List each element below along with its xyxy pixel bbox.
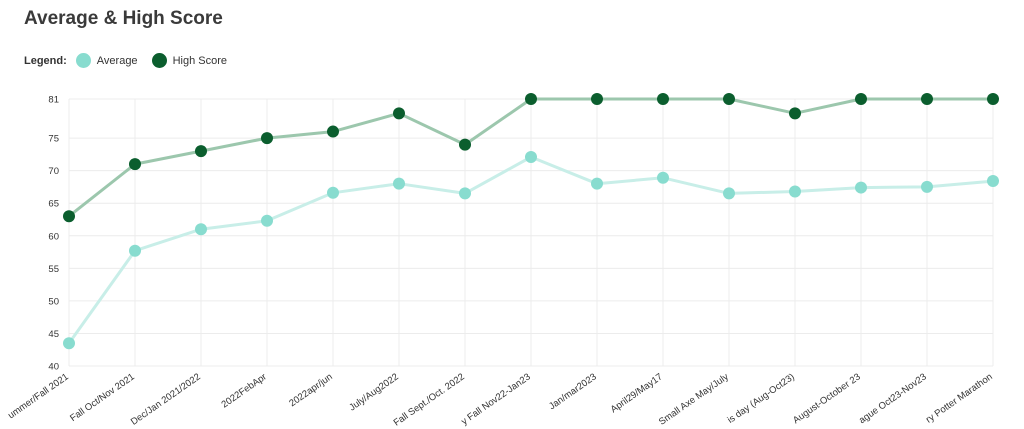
y-tick-label: 81	[48, 95, 59, 106]
x-tick-label: ague Oct23-Nov23	[857, 371, 929, 426]
data-point-high-score[interactable]	[129, 158, 141, 171]
y-tick-label: 70	[48, 166, 59, 177]
data-point-average[interactable]	[591, 177, 603, 190]
data-point-high-score[interactable]	[195, 145, 207, 158]
data-point-high-score[interactable]	[459, 138, 471, 151]
data-point-average[interactable]	[789, 185, 801, 198]
data-point-high-score[interactable]	[327, 125, 339, 138]
x-tick-label: Small Axe May/July	[657, 371, 731, 427]
x-tick-label: 2022FebApr	[220, 371, 269, 410]
data-point-average[interactable]	[987, 175, 999, 188]
y-tick-label: 40	[48, 362, 59, 373]
data-point-average[interactable]	[657, 171, 669, 184]
legend-item-high-score[interactable]: High Score	[151, 53, 227, 68]
data-point-high-score[interactable]	[921, 93, 933, 105]
data-point-high-score[interactable]	[525, 93, 537, 105]
grid	[68, 98, 994, 367]
x-tick-label: ummer/Fall 2021	[6, 371, 71, 421]
y-tick-label: 55	[48, 264, 59, 275]
data-point-high-score[interactable]	[855, 93, 867, 105]
legend-swatch-average	[75, 53, 91, 68]
x-tick-label: Jan/mar2023	[547, 371, 599, 412]
x-tick-label: August-October 23	[791, 371, 863, 426]
legend-text-average: Average	[96, 54, 138, 67]
data-point-average[interactable]	[855, 181, 867, 194]
x-tick-label: Fall Oct/Nov 2021	[68, 371, 137, 424]
data-point-average[interactable]	[459, 187, 471, 200]
x-tick-label: 2022apr/jun	[287, 371, 334, 409]
data-point-high-score[interactable]	[723, 93, 735, 105]
data-point-high-score[interactable]	[657, 93, 669, 105]
x-tick-label: Dec/Jan 2021/2022	[129, 371, 203, 427]
y-tick-label: 65	[48, 199, 59, 210]
data-point-high-score[interactable]	[591, 93, 603, 105]
y-tick-label: 45	[48, 329, 59, 340]
legend-item-average[interactable]: Average	[75, 53, 138, 68]
x-tick-label: April29/May17	[609, 371, 665, 415]
data-point-average[interactable]	[195, 223, 207, 236]
data-point-average[interactable]	[525, 150, 537, 163]
x-tick-label: is day (Aug-Oct23)	[726, 371, 797, 425]
data-point-average[interactable]	[63, 337, 75, 350]
y-tick-label: 75	[48, 134, 59, 145]
x-tick-label: Fall Sept./Oct. 2022	[392, 371, 467, 428]
data-point-average[interactable]	[921, 180, 933, 193]
data-point-average[interactable]	[723, 187, 735, 200]
legend: Legend: Average High Score	[24, 53, 241, 68]
y-tick-label: 60	[48, 231, 59, 242]
data-point-high-score[interactable]	[393, 107, 405, 120]
legend-label: Legend:	[24, 54, 67, 67]
x-tick-label: July/Aug2022	[347, 371, 400, 413]
x-tick-label: ry Potter Marathon	[924, 371, 995, 425]
legend-text-high-score: High Score	[172, 54, 227, 67]
data-point-average[interactable]	[129, 244, 141, 257]
data-point-average[interactable]	[327, 186, 339, 199]
data-point-average[interactable]	[261, 214, 273, 227]
data-point-high-score[interactable]	[987, 93, 999, 105]
y-axis-ticks: 40 45 50 55 60 65 70 75 81	[48, 95, 59, 373]
legend-swatch-high-score	[151, 53, 167, 68]
data-point-high-score[interactable]	[63, 210, 75, 223]
y-tick-label: 50	[48, 296, 59, 307]
series-points	[63, 93, 999, 350]
chart-title: Average & High Score	[24, 8, 223, 29]
x-tick-label: y Fall Nov22-Jan23	[459, 371, 532, 427]
data-point-high-score[interactable]	[261, 132, 273, 145]
data-point-average[interactable]	[393, 177, 405, 190]
data-point-high-score[interactable]	[789, 107, 801, 120]
